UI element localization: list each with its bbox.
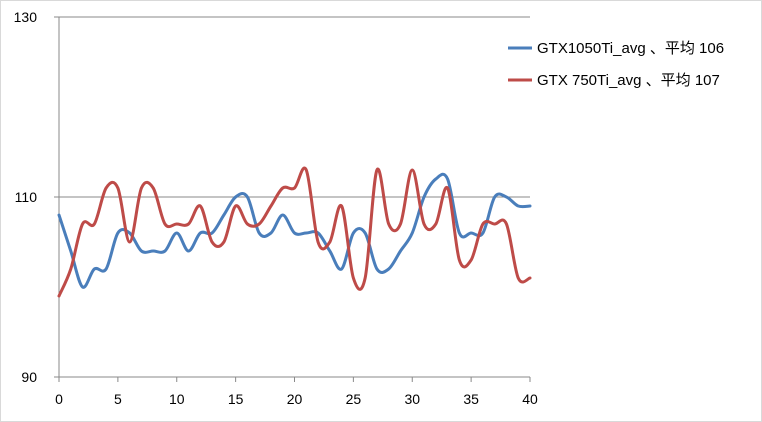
series-line-1 [57,172,532,289]
x-tick-label: 30 [404,391,420,407]
x-tick-label: 15 [228,391,244,407]
y-tick-label: 110 [15,189,38,205]
legend: GTX1050Ti_avg 、平均 106 GTX 750Ti_avg 、平均 … [508,40,724,89]
y-tick-label: 90 [21,369,37,385]
x-tick-label: 0 [55,391,63,407]
x-tick-label: 10 [169,391,185,407]
x-tick-label: 40 [522,391,538,407]
legend-label: GTX 750Ti_avg 、平均 107 [537,72,720,89]
axes [54,16,531,382]
legend-entry-1: GTX1050Ti_avg 、平均 106 [508,40,724,57]
legend-label: GTX1050Ti_avg 、平均 106 [537,40,724,57]
x-tick-label: 25 [346,391,362,407]
series [57,166,532,298]
x-tick-label: 20 [287,391,303,407]
legend-entry-2: GTX 750Ti_avg 、平均 107 [508,72,720,89]
x-tick-label: 35 [463,391,479,407]
x-tick-labels: 0 5 10 15 20 25 30 35 40 [55,391,538,407]
y-tick-labels: 90 110 130 [14,9,38,385]
y-tick-label: 130 [14,9,38,25]
x-tick-label: 5 [114,391,122,407]
series-line-2 [57,166,532,298]
